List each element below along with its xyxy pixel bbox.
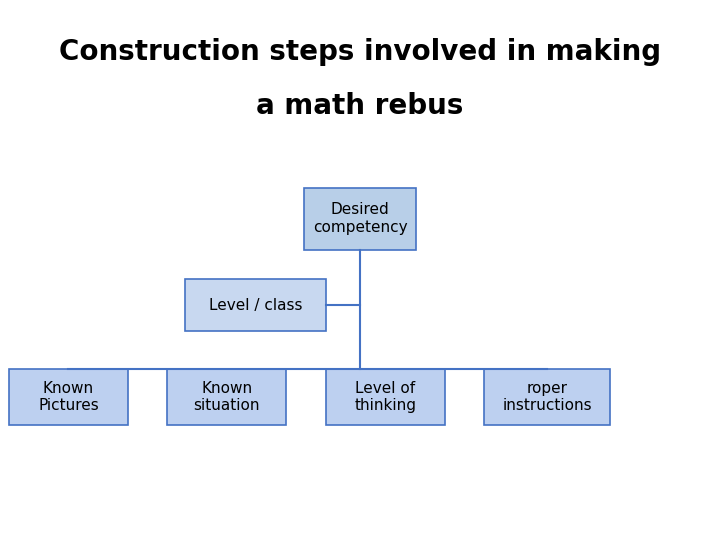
Text: a math rebus: a math rebus: [256, 92, 464, 120]
Text: Level / class: Level / class: [209, 298, 302, 313]
Text: Known
situation: Known situation: [194, 381, 260, 413]
FancyBboxPatch shape: [9, 368, 128, 426]
FancyBboxPatch shape: [167, 368, 287, 426]
Text: Level of
thinking: Level of thinking: [354, 381, 416, 413]
Text: Desired
competency: Desired competency: [312, 202, 408, 235]
Text: Construction steps involved in making: Construction steps involved in making: [59, 38, 661, 66]
Text: Known
Pictures: Known Pictures: [38, 381, 99, 413]
FancyBboxPatch shape: [484, 368, 610, 426]
Text: roper
instructions: roper instructions: [503, 381, 592, 413]
FancyBboxPatch shape: [304, 188, 416, 249]
FancyBboxPatch shape: [325, 368, 445, 426]
FancyBboxPatch shape: [185, 280, 325, 330]
